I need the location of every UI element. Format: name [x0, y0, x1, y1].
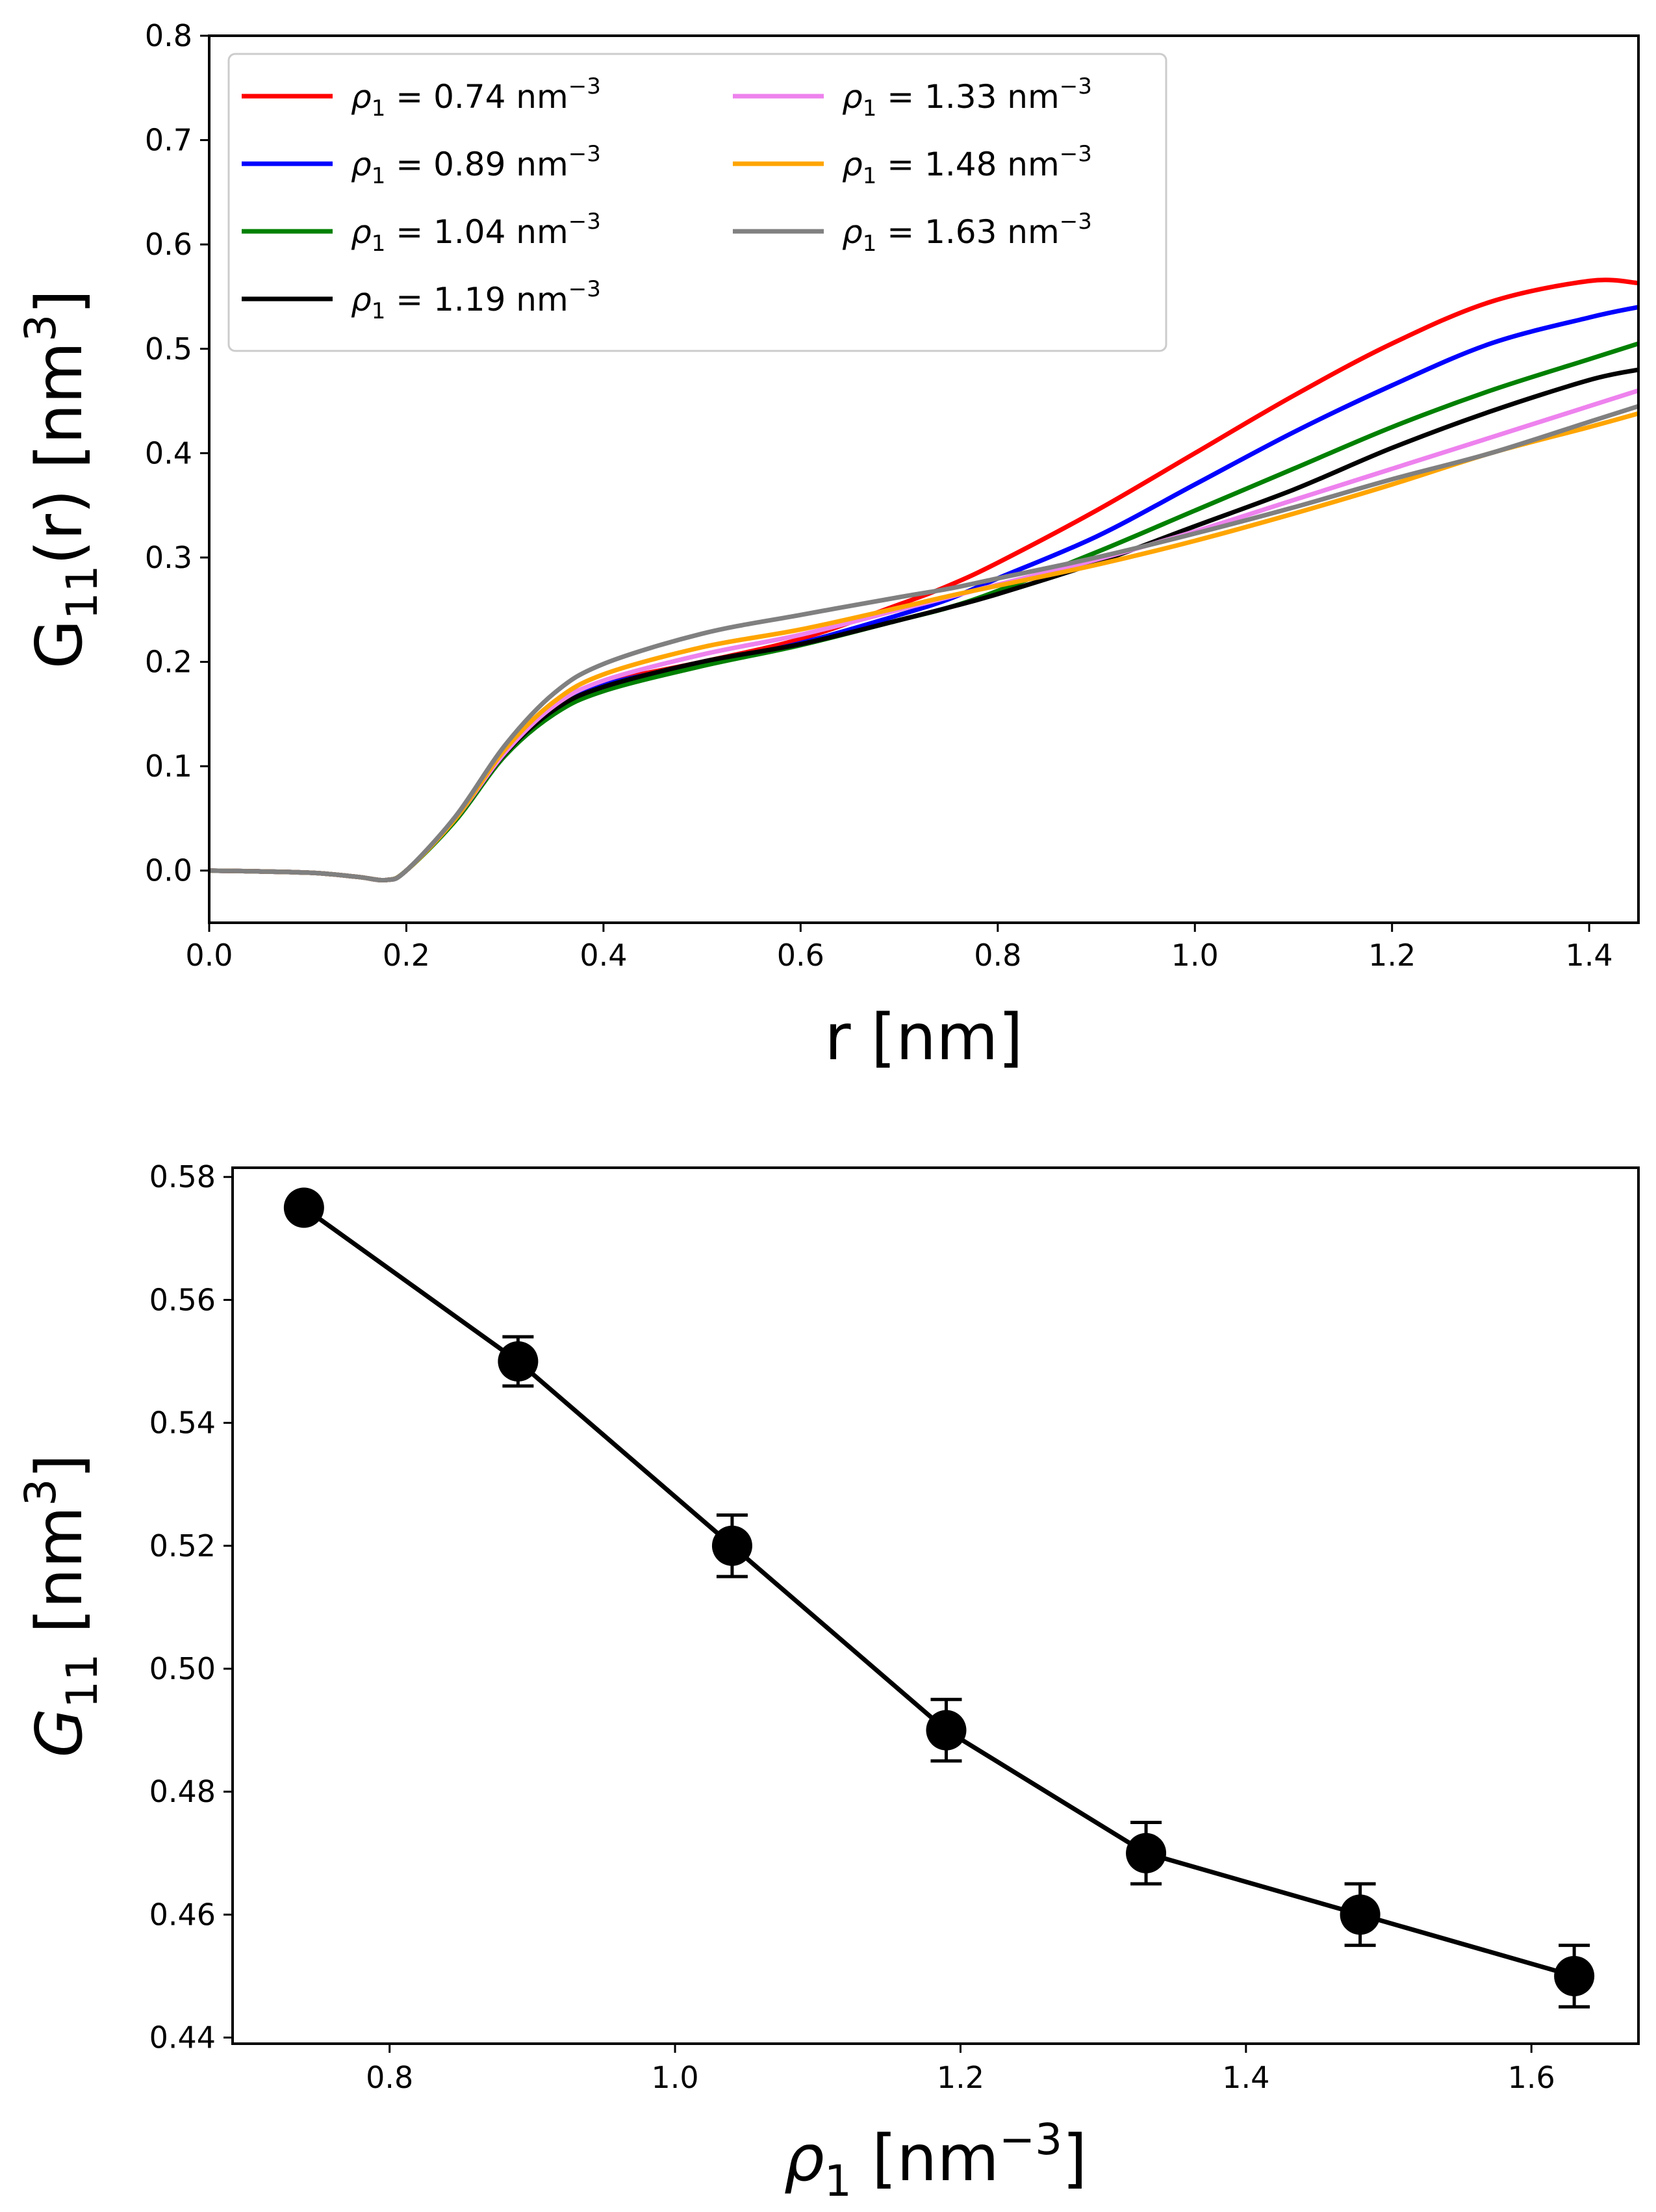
bottom-plot-frame	[231, 1166, 1640, 2045]
top-x-tick-label: 0.8	[974, 938, 1021, 973]
marker	[711, 1525, 752, 1566]
marker	[1126, 1833, 1167, 1873]
marker	[283, 1187, 324, 1228]
data-point	[498, 1335, 539, 1388]
bottom-series	[283, 1187, 1595, 2009]
top-y-tick-label: 0.2	[145, 645, 192, 680]
bottom-y-tick-label: 0.44	[149, 2020, 216, 2055]
data-point	[283, 1187, 324, 1228]
bottom-y-tick-label: 0.58	[149, 1159, 216, 1194]
top-x-tick-label: 1.2	[1368, 938, 1416, 973]
bottom-y-tick-label: 0.50	[149, 1651, 216, 1686]
legend-entry: ρ1 = 1.48 nm−3	[733, 141, 1092, 189]
legend-entry: ρ1 = 1.04 nm−3	[242, 209, 601, 257]
top-plot-frame	[208, 34, 1640, 924]
legend-entry: ρ1 = 1.33 nm−3	[733, 73, 1092, 122]
data-point	[926, 1697, 967, 1763]
top-x-tick-label: 0.6	[777, 938, 824, 973]
top-series-lines	[209, 277, 1638, 883]
top-y-tick-label: 0.6	[145, 227, 192, 262]
data-point	[1340, 1882, 1381, 1948]
data-point	[1554, 1944, 1595, 2009]
top-y-tick-label: 0.7	[145, 123, 192, 158]
legend-entry: ρ1 = 0.74 nm−3	[242, 73, 601, 122]
series-line-6	[209, 404, 1638, 883]
bottom-y-tick-label: 0.46	[149, 1897, 216, 1932]
top-y-tick-label: 0.4	[145, 435, 192, 470]
bottom-x-tick-label: 1.0	[651, 2060, 698, 2095]
bottom-x-ticks: 0.8 1.0 1.2 1.4 1.6	[366, 2044, 1555, 2095]
top-x-tick-label: 1.0	[1171, 938, 1219, 973]
legend-label: ρ1 = 1.48 nm−3	[842, 141, 1092, 189]
bottom-x-tick-label: 0.8	[366, 2060, 413, 2095]
bottom-y-tick-label: 0.54	[149, 1406, 216, 1441]
legend-box	[227, 53, 1167, 352]
top-y-tick-label: 0.1	[145, 749, 192, 784]
top-y-axis-label: G11(r) [nm3]	[16, 290, 107, 669]
bottom-x-tick-label: 1.4	[1222, 2060, 1269, 2095]
bottom-y-axis-label: G11 [nm3]	[16, 1454, 107, 1757]
top-y-ticks: 0.0 0.1 0.2 0.3 0.4 0.5 0.6 0.7 0.8	[145, 18, 209, 888]
data-point	[711, 1513, 752, 1578]
marker	[1554, 1955, 1595, 1996]
top-y-tick-label: 0.8	[145, 18, 192, 53]
marker	[1340, 1894, 1381, 1935]
legend-label: ρ1 = 1.19 nm−3	[351, 276, 601, 324]
top-x-ticks: 0.0 0.2 0.4 0.6 0.8 1.0 1.2 1.4	[185, 923, 1613, 973]
top-legend: ρ1 = 0.74 nm−3 ρ1 = 0.89 nm−3 ρ1 = 1.04 nm…	[227, 53, 1167, 352]
top-x-tick-label: 0.2	[383, 938, 430, 973]
legend-label: ρ1 = 0.89 nm−3	[351, 141, 601, 189]
bottom-x-tick-label: 1.6	[1508, 2060, 1555, 2095]
legend-entry: ρ1 = 1.63 nm−3	[733, 209, 1092, 257]
legend-label: ρ1 = 1.63 nm−3	[842, 209, 1092, 257]
legend-label: ρ1 = 0.74 nm−3	[351, 73, 601, 122]
top-x-tick-label: 0.4	[580, 938, 627, 973]
legend-label: ρ1 = 1.04 nm−3	[351, 209, 601, 257]
top-y-tick-label: 0.0	[145, 853, 192, 888]
marker	[498, 1341, 539, 1382]
bottom-y-tick-label: 0.56	[149, 1282, 216, 1317]
bottom-y-tick-label: 0.52	[149, 1528, 216, 1563]
top-y-tick-label: 0.3	[145, 540, 192, 575]
kbi-vs-density-panel: 0.8 1.0 1.2 1.4 1.6 0.44 0.46 0.48 0.50 0.52 0.54…	[16, 1159, 1640, 2206]
data-point	[1126, 1820, 1167, 1886]
radial-kbi-panel: 0.0 0.2 0.4 0.6 0.8 1.0 1.2 1.4 0.0 0.1 0.2 0.3 0.4…	[16, 18, 1640, 1075]
bottom-y-tick-label: 0.48	[149, 1774, 216, 1809]
legend-label: ρ1 = 1.33 nm−3	[842, 73, 1092, 122]
marker	[926, 1710, 967, 1751]
top-y-tick-label: 0.5	[145, 331, 192, 367]
bottom-x-axis-label: ρ1 [nm−3]	[784, 2115, 1088, 2206]
legend-entry: ρ1 = 1.19 nm−3	[242, 276, 601, 324]
bottom-x-tick-label: 1.2	[937, 2060, 984, 2095]
bottom-y-ticks: 0.44 0.46 0.48 0.50 0.52 0.54 0.56 0.58	[149, 1159, 233, 2055]
legend-entry: ρ1 = 0.89 nm−3	[242, 141, 601, 189]
top-x-tick-label: 1.4	[1566, 938, 1613, 973]
top-x-axis-label: r [nm]	[824, 1001, 1023, 1075]
top-x-tick-label: 0.0	[185, 938, 233, 973]
